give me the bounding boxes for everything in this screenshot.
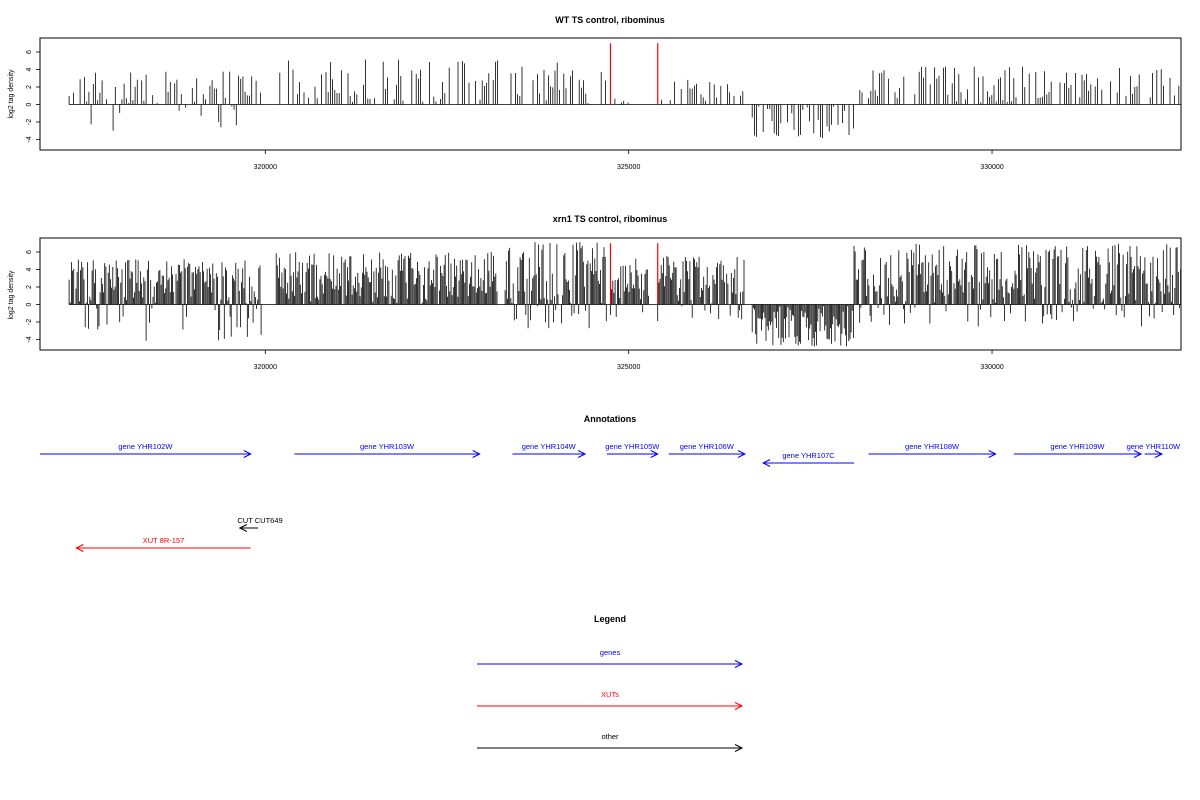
wt-y-tick-label: 0 [26,102,33,106]
xrn1-x-ticks: 320000 325000 330000 [254,350,1004,371]
xrn1-x-tick-label: 330000 [980,364,1003,371]
wt-y-tick-label: 6 [26,50,33,54]
xrn1-y-tick-label: -4 [26,336,33,342]
wt-y-tick-label: 2 [26,85,33,89]
wt-y-tick-label: 4 [26,67,33,71]
wt-y-axis-label: log2 tag density [8,69,15,119]
legend-title: Legend [594,614,626,624]
annotation-arrow-head [737,450,747,458]
wt-panel-title: WT TS control, ribominus [555,15,665,25]
wt-bars [68,59,1182,139]
annotation-label: XUT 8R-157 [143,536,185,545]
xrn1-panel-title: xrn1 TS control, ribominus [553,214,668,224]
wt-y-ticks: 6 4 2 0 -2 -4 [26,50,40,143]
annotation-arrow-head [238,524,248,532]
xrn1-x-tick-label: 325000 [617,364,640,371]
annotation-arrow-head [577,450,587,458]
annotations-title: Annotations [584,414,637,424]
wt-x-tick-label: 330000 [980,164,1003,171]
wt-x-tick-label: 325000 [617,164,640,171]
annotation-arrow-head [472,450,481,458]
xrn1-y-tick-label: 2 [26,285,33,289]
legend-arrow-other-head [734,744,744,752]
legend-arrow-xut-head [734,702,744,710]
annotation-arrow-head [1154,450,1164,458]
xrn1-x-tick-label: 320000 [254,364,277,371]
legend-items: genes XUTs other [477,648,744,752]
annotation-arrow-head [243,450,252,458]
annotation-label: gene YHR109W [1050,442,1105,451]
annotation-label: CUT CUT649 [237,516,282,525]
annotation-label: gene YHR103W [360,442,415,451]
wt-panel: WT TS control, ribominus log2 tag densit… [8,15,1182,171]
annotation-label: gene YHR106W [680,442,735,451]
xrn1-panel: xrn1 TS control, ribominus log2 tag dens… [8,214,1182,371]
annotation-arrow-head [761,459,771,467]
annotation-label: gene YHR102W [118,442,173,451]
xrn1-markers [609,243,659,305]
wt-markers [609,43,659,105]
wt-y-tick-label: -2 [26,119,33,125]
xrn1-y-tick-label: 6 [26,250,33,254]
xrn1-y-ticks: 6 4 2 0 -2 -4 [26,250,40,343]
legend-label-other: other [601,732,619,741]
xrn1-y-tick-label: -2 [26,319,33,325]
annotation-arrow-head [988,450,997,458]
annotations-track: Annotations gene YHR102W gene YHR103W gene… [40,414,1181,552]
annotation-label: gene YHR107C [782,451,835,460]
annotation-label: gene YHR108W [905,442,960,451]
wt-x-tick-label: 320000 [254,164,277,171]
annotation-arrow-head [650,450,659,458]
legend-label-gene: genes [600,648,621,657]
annotation-label: gene YHR104W [522,442,577,451]
annotation-features: gene YHR102W gene YHR103W gene YHR104W gene… [40,442,1181,552]
xrn1-y-tick-label: 4 [26,267,33,271]
xrn1-y-tick-label: 0 [26,302,33,306]
wt-plot-frame [39,37,1182,151]
xrn1-bars [68,242,1181,347]
annotation-label: gene YHR105W [605,442,660,451]
xrn1-y-axis-label: log2 tag density [8,270,15,320]
legend-arrow-gene-head [734,660,744,668]
annotation-arrow-head [75,544,84,552]
legend-label-xut: XUTs [601,690,619,699]
annotation-arrow-head [1133,450,1143,458]
legend: Legend genes XUTs other [477,614,744,752]
wt-y-tick-label: -4 [26,136,33,142]
annotation-label: gene YHR110W [1127,442,1181,451]
wt-x-ticks: 320000 325000 330000 [254,150,1004,171]
